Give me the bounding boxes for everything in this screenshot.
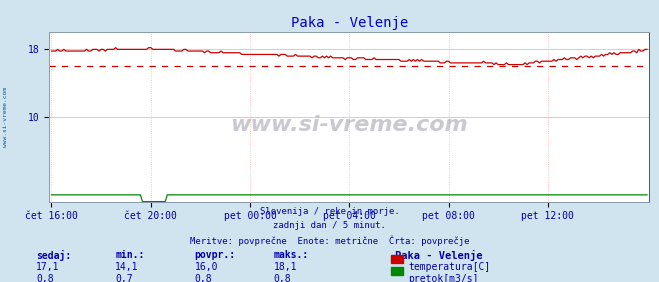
Text: zadnji dan / 5 minut.: zadnji dan / 5 minut. xyxy=(273,221,386,230)
Title: Paka - Velenje: Paka - Velenje xyxy=(291,16,408,30)
Text: 18,1: 18,1 xyxy=(273,262,297,272)
Text: 0,7: 0,7 xyxy=(115,274,133,282)
Text: povpr.:: povpr.: xyxy=(194,250,235,259)
Text: 17,1: 17,1 xyxy=(36,262,60,272)
Text: sedaj:: sedaj: xyxy=(36,250,71,261)
Text: min.:: min.: xyxy=(115,250,145,259)
Text: pretok[m3/s]: pretok[m3/s] xyxy=(409,274,479,282)
Text: www.si-vreme.com: www.si-vreme.com xyxy=(3,87,8,147)
Text: Meritve: povprečne  Enote: metrične  Črta: povprečje: Meritve: povprečne Enote: metrične Črta:… xyxy=(190,235,469,246)
Text: 0,8: 0,8 xyxy=(36,274,54,282)
Text: maks.:: maks.: xyxy=(273,250,308,259)
Text: 0,8: 0,8 xyxy=(273,274,291,282)
Text: 0,8: 0,8 xyxy=(194,274,212,282)
Text: temperatura[C]: temperatura[C] xyxy=(409,262,491,272)
Text: 16,0: 16,0 xyxy=(194,262,218,272)
Text: Paka - Velenje: Paka - Velenje xyxy=(395,250,483,261)
Text: 14,1: 14,1 xyxy=(115,262,139,272)
Text: www.si-vreme.com: www.si-vreme.com xyxy=(231,116,468,135)
Text: Slovenija / reke in morje.: Slovenija / reke in morje. xyxy=(260,207,399,216)
